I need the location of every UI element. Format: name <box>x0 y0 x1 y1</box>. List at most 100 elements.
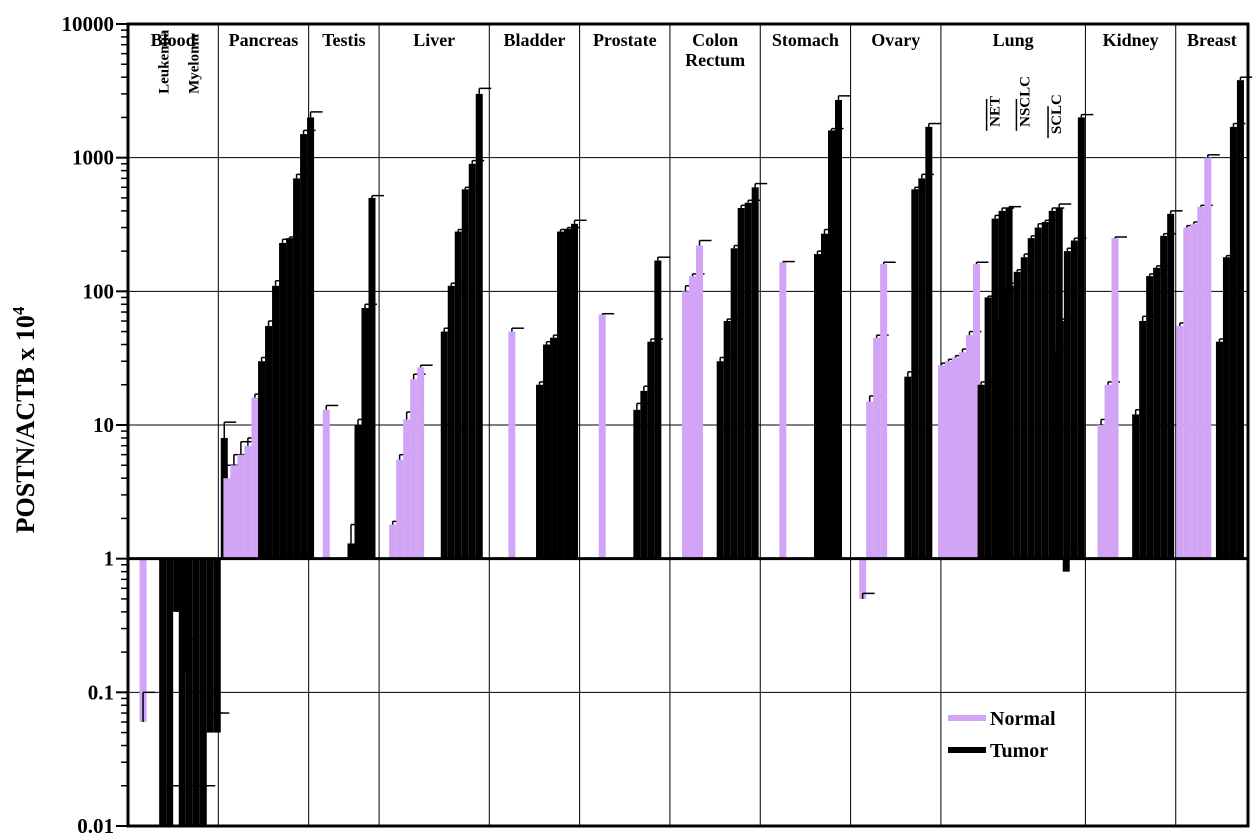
y-tick-label: 0.01 <box>77 814 114 838</box>
error-bar <box>861 592 875 599</box>
bar-normal <box>230 465 238 559</box>
bar-normal <box>1183 227 1191 559</box>
bar-normal <box>779 262 787 559</box>
bar-tumor <box>354 425 362 559</box>
legend-label-tumor: Tumor <box>990 740 1048 762</box>
error-bar <box>1058 203 1072 209</box>
error-bar <box>371 194 384 198</box>
bar-tumor <box>737 208 745 559</box>
tissue-label: Bladder <box>503 30 565 50</box>
bar-normal <box>873 337 881 559</box>
bar-tumor <box>564 229 572 559</box>
error-bar <box>202 785 216 826</box>
bar-tumor <box>307 117 315 559</box>
bar-tumor <box>468 163 476 559</box>
tissue-label: Colon <box>692 30 738 50</box>
bar-normal <box>696 245 704 559</box>
bar-tumor <box>1222 257 1230 559</box>
error-bar <box>325 404 339 410</box>
bar-normal <box>396 459 404 559</box>
bar-tumor <box>730 248 738 559</box>
bar-normal <box>689 276 697 559</box>
bar-tumor <box>744 202 752 559</box>
bar-normal <box>951 357 959 559</box>
bar-tumor <box>1056 320 1064 559</box>
bar-tumor <box>454 231 462 559</box>
subtype-label: NSCLC <box>1017 76 1033 127</box>
bar-tumor <box>461 189 469 559</box>
bar-tumor <box>173 558 181 612</box>
bars <box>139 76 1252 826</box>
bar-normal <box>937 365 945 559</box>
bar-tumor <box>992 322 1000 559</box>
y-tick-label: 100 <box>83 279 115 303</box>
y-axis-label-superscript: 4 <box>9 306 28 315</box>
tissue-label: Kidney <box>1103 30 1159 50</box>
bar-tumor <box>633 409 641 559</box>
bar-tumor <box>647 341 655 559</box>
bar-tumor <box>265 326 273 559</box>
bar-tumor <box>447 285 455 559</box>
bar-normal <box>251 397 259 559</box>
bar-tumor <box>977 384 985 559</box>
error-bar <box>882 261 896 265</box>
error-bar <box>223 421 237 438</box>
bar-tumor <box>206 558 214 733</box>
bar-normal <box>1104 384 1112 559</box>
bar-tumor <box>1139 320 1147 559</box>
bar-tumor <box>536 384 544 559</box>
bar-tumor <box>1041 222 1049 559</box>
bar-tumor <box>828 130 835 559</box>
subtype-label: Leukemia <box>157 29 173 94</box>
bar-tumor <box>1063 251 1071 559</box>
error-bar <box>309 111 323 118</box>
bar-normal <box>682 291 690 559</box>
bar-tumor <box>1146 276 1154 559</box>
bar-normal <box>244 445 252 559</box>
tissue-label: Liver <box>413 30 455 50</box>
y-tick-label: 1 <box>104 547 115 571</box>
bar-tumor <box>258 361 266 559</box>
bar-tumor <box>166 558 174 826</box>
error-bar <box>142 691 156 722</box>
bar-normal <box>322 409 330 559</box>
y-tick-label: 10000 <box>62 12 115 36</box>
bar-tumor <box>1229 126 1237 559</box>
bar-normal <box>859 558 867 599</box>
tissue-label: Lung <box>993 30 1034 50</box>
error-bar <box>698 239 712 246</box>
bar-tumor <box>814 254 821 559</box>
error-bar <box>975 261 989 265</box>
bar-tumor <box>1160 235 1168 559</box>
bar-tumor <box>272 285 280 559</box>
bar-tumor <box>159 558 167 826</box>
bar-normal <box>1176 326 1184 559</box>
bar-tumor <box>1070 240 1078 559</box>
tissue-label: Ovary <box>871 30 920 50</box>
tissue-label: Breast <box>1187 30 1237 50</box>
bar-normal <box>389 524 397 559</box>
y-axis-label: POSTN/ACTB x 104 <box>9 306 40 533</box>
bar-tumor <box>440 331 448 559</box>
error-bar <box>573 219 587 224</box>
y-tick-label: 1000 <box>72 146 114 170</box>
bar-tumor <box>821 233 828 559</box>
bar-tumor <box>640 390 648 559</box>
bar-normal <box>965 335 973 559</box>
bar-tumor <box>1034 227 1042 559</box>
error-bar <box>511 327 524 332</box>
axes: 10000 1000 100 10 1 0.1 0.01 <box>62 12 1250 838</box>
bar-normal <box>1190 223 1198 559</box>
error-bar <box>657 256 670 261</box>
bar-tumor <box>557 231 565 559</box>
tissue-label: Pancreas <box>229 30 299 50</box>
bar-normal <box>237 454 245 559</box>
bar-normal <box>880 264 888 559</box>
bar-tumor <box>835 100 842 559</box>
error-bar <box>419 364 433 368</box>
subtype-label: Myeloma <box>186 33 202 93</box>
bar-normal <box>403 419 411 559</box>
bar-normal <box>1097 425 1105 559</box>
error-bar <box>754 182 768 188</box>
